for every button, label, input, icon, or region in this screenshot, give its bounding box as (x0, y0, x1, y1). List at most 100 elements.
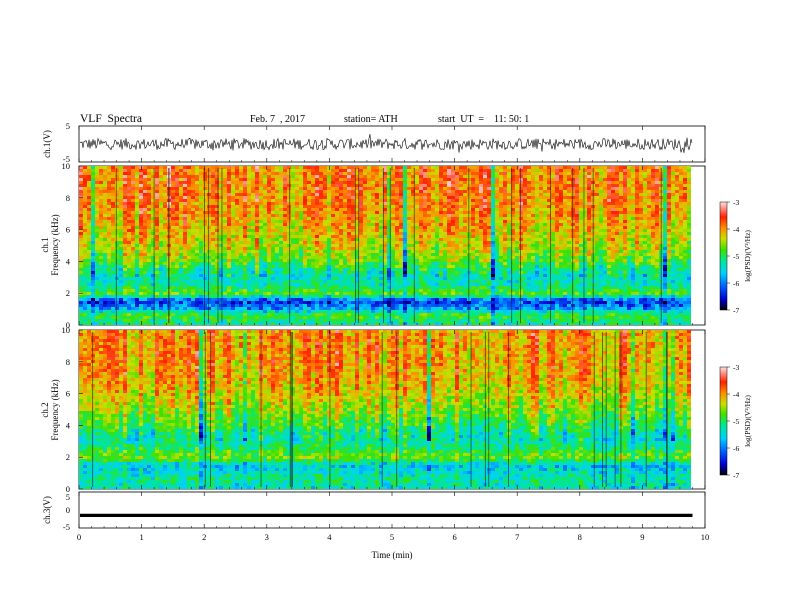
spectrogram-cell (139, 166, 143, 169)
spectrogram-cell (375, 217, 379, 220)
spectrogram-cell (663, 220, 667, 223)
spectrogram-cell (535, 256, 539, 259)
spectrogram-cell (403, 166, 407, 169)
spectrogram-cell (603, 196, 607, 199)
spectrogram-cell (295, 217, 299, 220)
spectrogram-cell (283, 184, 287, 187)
spectrogram-cell (183, 250, 187, 253)
spectrogram-cell (271, 217, 275, 220)
spectrogram-cell (379, 190, 383, 193)
spectrogram-cell (267, 256, 271, 259)
spectrogram-cell (683, 229, 687, 232)
spectrogram-cell (631, 211, 635, 214)
spectrogram-cell (439, 253, 443, 256)
spectrogram-cell (515, 211, 519, 214)
spectrogram-cell (679, 193, 683, 196)
spectrogram-cell (339, 190, 343, 193)
spectrogram-cell (447, 208, 451, 211)
spectrogram-cell (111, 175, 115, 178)
spectrogram-cell (119, 244, 123, 247)
spectrogram-cell (679, 226, 683, 229)
spectrogram-cell (311, 190, 315, 193)
spectrogram-cell (211, 241, 215, 244)
spectrogram-cell (323, 250, 327, 253)
spectrogram-cell (615, 190, 619, 193)
spectrogram-cell (427, 253, 431, 256)
spectrogram-cell (231, 250, 235, 253)
spectrogram-cell (155, 172, 159, 175)
spectrogram-cell (507, 256, 511, 259)
spectrogram-cell (479, 223, 483, 226)
spectrogram-cell (655, 172, 659, 175)
spectrogram-cell (459, 205, 463, 208)
spectrogram-cell (607, 229, 611, 232)
spectrogram-cell (551, 241, 555, 244)
spectrogram-cell (655, 169, 659, 172)
spectrogram-cell (603, 178, 607, 181)
spectrogram-cell (379, 250, 383, 253)
spectrogram-cell (427, 223, 431, 226)
spectrogram-cell (331, 166, 335, 169)
spectrogram-cell (223, 235, 227, 238)
spectrogram-cell (555, 250, 559, 253)
spectrogram-cell (531, 172, 535, 175)
spectrogram-cell (463, 235, 467, 238)
spectrogram-cell (627, 169, 631, 172)
spectrogram-cell (275, 199, 279, 202)
spectrogram-cell (551, 223, 555, 226)
spectrogram-cell (335, 184, 339, 187)
spectrogram-cell (271, 247, 275, 250)
spectrogram-cell (303, 202, 307, 205)
spectrogram-cell (391, 181, 395, 184)
spectrogram-cell (187, 229, 191, 232)
spectrogram-cell (563, 235, 567, 238)
spectrogram-cell (563, 208, 567, 211)
spectrogram-cell (647, 169, 651, 172)
spectrogram-cell (483, 166, 487, 169)
spectrogram-cell (239, 175, 243, 178)
spectrogram-cell (83, 169, 87, 172)
spectrogram-cell (623, 178, 627, 181)
spectrogram-cell (683, 202, 687, 205)
spectrogram-cell (215, 208, 219, 211)
spectrogram-cell (379, 244, 383, 247)
spectrogram-cell (203, 229, 207, 232)
spectrogram-cell (147, 199, 151, 202)
spectrogram-cell (191, 169, 195, 172)
spectrogram-cell (315, 166, 319, 169)
spectrogram-cell (651, 190, 655, 193)
spectrogram-cell (455, 193, 459, 196)
spectrogram-cell (375, 214, 379, 217)
spectrogram-cell (495, 226, 499, 229)
spectrogram-cell (623, 199, 627, 202)
spectrogram-cell (671, 202, 675, 205)
spectrogram-cell (523, 220, 527, 223)
spectrogram-cell (375, 172, 379, 175)
spectrogram-cell (559, 256, 563, 259)
spectrogram-cell (615, 178, 619, 181)
spectrogram-cell (187, 208, 191, 211)
spectrogram-cell (203, 214, 207, 217)
spectrogram-cell (463, 196, 467, 199)
spectrogram-cell (475, 241, 479, 244)
spectrogram-cell (663, 247, 667, 250)
spectrogram-cell (415, 190, 419, 193)
spectrogram-cell (587, 175, 591, 178)
spectrogram-cell (163, 187, 167, 190)
spectrogram-cell (519, 190, 523, 193)
spectrogram-cell (343, 208, 347, 211)
spectrogram-cell (111, 169, 115, 172)
spectrogram-cell (347, 169, 351, 172)
spectrogram-cell (463, 169, 467, 172)
spectrogram-cell (535, 238, 539, 241)
spectrogram-cell (375, 211, 379, 214)
spectrogram-cell (423, 247, 427, 250)
spectrogram-cell (563, 166, 567, 169)
spectrogram-cell (255, 193, 259, 196)
spectrogram-cell (295, 175, 299, 178)
spectrogram-cell (663, 244, 667, 247)
spectrogram-cell (83, 256, 87, 259)
spectrogram-cell (427, 229, 431, 232)
spectrogram-cell (539, 223, 543, 226)
spectrogram-cell (183, 169, 187, 172)
